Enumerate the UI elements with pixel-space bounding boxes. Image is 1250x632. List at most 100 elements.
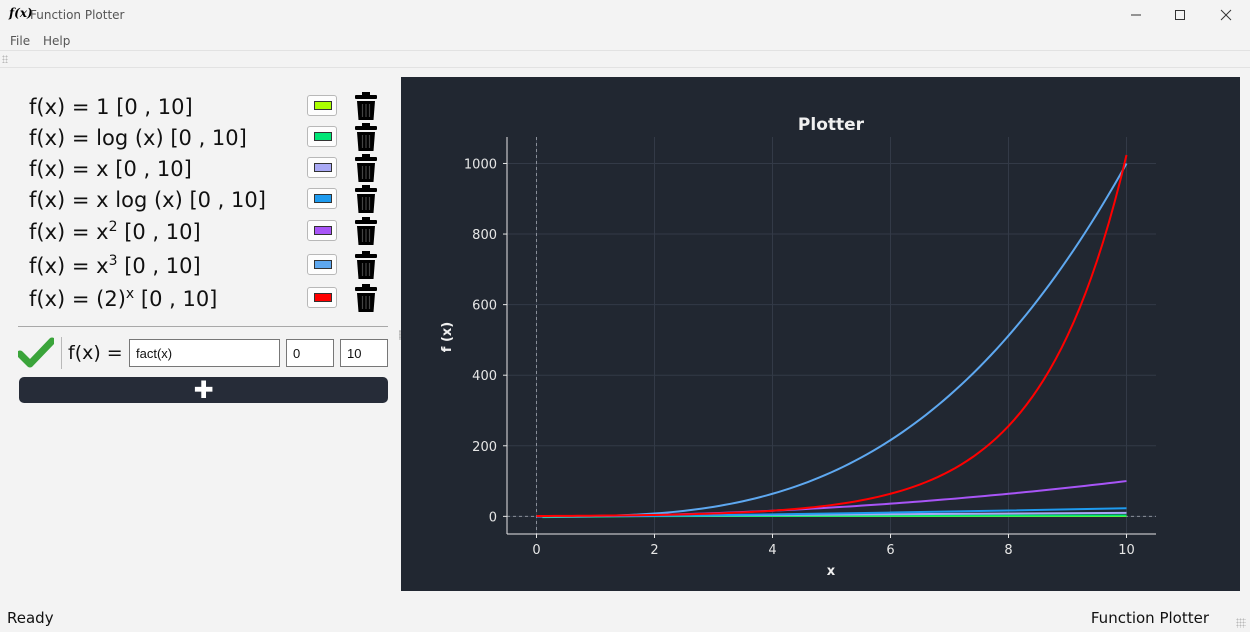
min-input[interactable] xyxy=(286,339,334,367)
close-button[interactable] xyxy=(1203,0,1249,30)
function-range: [0 , 10] xyxy=(109,95,193,119)
plot-panel: 0 2 4 6 8 10 0 200 400 600 800 1000 Plotter x f (x) xyxy=(401,77,1240,591)
function-range: [0 , 10] xyxy=(163,126,247,150)
function-expression: 1 xyxy=(96,95,110,119)
function-label: f(x) = x log (x) [0 , 10] xyxy=(29,187,266,212)
function-row: f(x) = x log (x) [0 , 10] xyxy=(29,184,389,217)
color-chip xyxy=(314,226,332,235)
y-tick-label: 200 xyxy=(472,440,497,455)
function-expression: (2) xyxy=(96,287,126,311)
y-tick-label: 1000 xyxy=(464,157,497,172)
function-expression: x xyxy=(96,254,109,278)
color-chip xyxy=(314,163,332,172)
confirm-check-icon[interactable] xyxy=(18,337,54,369)
x-tick-label: 0 xyxy=(532,543,540,558)
resize-grip[interactable] xyxy=(1236,618,1246,628)
trash-icon[interactable] xyxy=(353,283,379,313)
x-axis-label: x xyxy=(827,564,836,579)
y-tick-label: 600 xyxy=(472,299,497,314)
series-line xyxy=(536,162,1128,518)
color-chip xyxy=(314,260,332,269)
function-prefix: f(x) = xyxy=(29,220,97,244)
function-row: f(x) = 1 [0 , 10] xyxy=(29,91,389,124)
trash-icon[interactable] xyxy=(353,122,379,152)
function-prefix: f(x) = xyxy=(29,95,97,119)
function-prefix: f(x) = xyxy=(29,126,97,150)
add-function-button[interactable]: ✚ xyxy=(19,376,388,404)
app-icon: f(x) xyxy=(9,6,33,20)
y-tick-label: 800 xyxy=(472,228,497,243)
series-line xyxy=(536,480,1127,518)
series-line xyxy=(536,154,1128,518)
window-title: Function Plotter xyxy=(30,8,125,22)
x-tick-label: 6 xyxy=(886,543,894,558)
splitter-handle[interactable] xyxy=(399,330,401,340)
function-label: f(x) = log (x) [0 , 10] xyxy=(29,125,247,150)
color-picker-button[interactable] xyxy=(307,157,337,178)
function-exponent: 3 xyxy=(108,253,118,269)
function-prefix: f(x) = xyxy=(29,157,97,181)
x-tick-label: 2 xyxy=(650,543,658,558)
function-row: f(x) = (2)x [0 , 10] xyxy=(29,283,389,316)
title-bar: f(x) Function Plotter xyxy=(0,0,1250,30)
toolbar xyxy=(0,50,1250,68)
trash-icon[interactable] xyxy=(353,91,379,121)
maximize-button[interactable] xyxy=(1157,0,1203,30)
color-picker-button[interactable] xyxy=(307,95,337,116)
menu-help[interactable]: Help xyxy=(43,34,71,48)
function-range: [0 , 10] xyxy=(134,287,218,311)
function-row: f(x) = x2 [0 , 10] xyxy=(29,216,389,249)
y-axis-label: f (x) xyxy=(440,322,455,352)
function-expression: log (x) xyxy=(96,126,164,150)
max-input[interactable] xyxy=(340,339,388,367)
function-label: f(x) = x [0 , 10] xyxy=(29,156,192,181)
plus-icon: ✚ xyxy=(193,376,214,404)
function-expression: x xyxy=(96,157,109,181)
expression-input[interactable] xyxy=(129,339,280,367)
toolbar-grip[interactable] xyxy=(2,55,8,63)
separator xyxy=(61,337,62,369)
fx-label: f(x) = xyxy=(68,342,123,364)
color-chip xyxy=(314,194,332,203)
trash-icon[interactable] xyxy=(353,184,379,214)
y-tick-label: 0 xyxy=(489,510,497,525)
function-exponent: x xyxy=(125,286,135,302)
function-row: f(x) = log (x) [0 , 10] xyxy=(29,122,389,155)
x-tick-label: 8 xyxy=(1004,543,1012,558)
function-range: [0 , 10] xyxy=(182,188,266,212)
function-label: f(x) = x3 [0 , 10] xyxy=(29,253,201,278)
function-exponent: 2 xyxy=(108,219,118,235)
status-app-name: Function Plotter xyxy=(1090,609,1209,627)
function-row: f(x) = x [0 , 10] xyxy=(29,153,389,186)
close-icon xyxy=(1220,9,1232,21)
x-tick-label: 10 xyxy=(1118,543,1135,558)
status-text: Ready xyxy=(7,609,54,627)
x-tick-label: 4 xyxy=(768,543,776,558)
minimize-button[interactable] xyxy=(1113,0,1159,30)
function-expression: x log (x) xyxy=(96,188,183,212)
color-chip xyxy=(314,132,332,141)
y-tick-label: 400 xyxy=(472,369,497,384)
color-picker-button[interactable] xyxy=(307,287,337,308)
trash-icon[interactable] xyxy=(353,216,379,246)
color-picker-button[interactable] xyxy=(307,254,337,275)
color-chip xyxy=(314,101,332,110)
menu-bar: File Help xyxy=(0,31,1250,50)
function-label: f(x) = (2)x [0 , 10] xyxy=(29,286,217,311)
color-picker-button[interactable] xyxy=(307,188,337,209)
minimize-icon xyxy=(1131,14,1141,16)
function-expression: x xyxy=(96,220,109,244)
chart-title: Plotter xyxy=(798,115,865,135)
color-picker-button[interactable] xyxy=(307,126,337,147)
menu-file[interactable]: File xyxy=(10,34,31,48)
function-prefix: f(x) = xyxy=(29,287,97,311)
color-picker-button[interactable] xyxy=(307,220,337,241)
function-range: [0 , 10] xyxy=(108,157,192,181)
trash-icon[interactable] xyxy=(353,153,379,183)
function-label: f(x) = 1 [0 , 10] xyxy=(29,94,193,119)
function-range: [0 , 10] xyxy=(117,220,201,244)
plot-chart: 0 2 4 6 8 10 0 200 400 600 800 1000 Plotter x f (x) xyxy=(440,115,1156,579)
divider xyxy=(18,326,388,327)
function-row: f(x) = x3 [0 , 10] xyxy=(29,250,389,283)
trash-icon[interactable] xyxy=(353,250,379,280)
